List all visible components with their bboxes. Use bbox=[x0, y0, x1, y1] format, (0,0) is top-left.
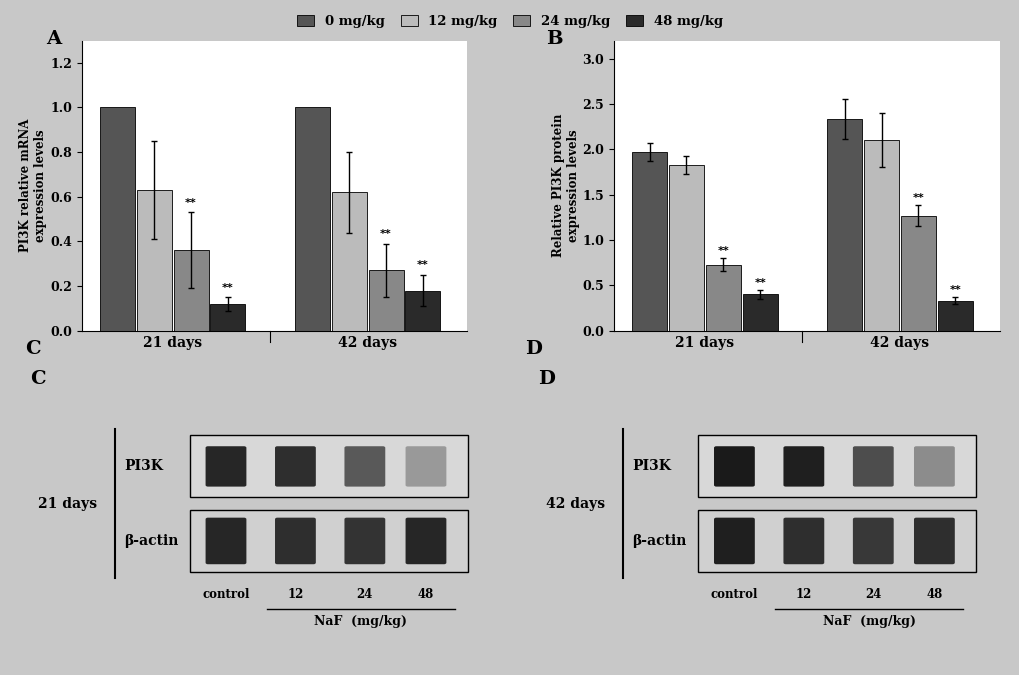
Text: A: A bbox=[46, 30, 61, 48]
FancyBboxPatch shape bbox=[783, 446, 823, 487]
Text: **: ** bbox=[222, 283, 233, 293]
Bar bbox=[100, 107, 135, 331]
FancyBboxPatch shape bbox=[913, 518, 954, 564]
Text: control: control bbox=[202, 587, 250, 601]
Y-axis label: Relative PI3K protein
expression levels: Relative PI3K protein expression levels bbox=[551, 114, 579, 257]
Bar bbox=[668, 165, 703, 331]
Bar bbox=[742, 294, 776, 331]
Text: PI3K: PI3K bbox=[632, 460, 671, 473]
Text: NaF  (mg/kg): NaF (mg/kg) bbox=[821, 616, 915, 628]
Bar bbox=[368, 271, 404, 331]
FancyBboxPatch shape bbox=[852, 518, 893, 564]
Bar bbox=[405, 290, 440, 331]
FancyBboxPatch shape bbox=[713, 518, 754, 564]
Bar bbox=[137, 190, 171, 331]
Text: 48: 48 bbox=[925, 587, 942, 601]
FancyBboxPatch shape bbox=[406, 518, 446, 564]
Text: 42 days: 42 days bbox=[546, 497, 605, 511]
Text: 21 days: 21 days bbox=[38, 497, 97, 511]
Text: 12: 12 bbox=[287, 587, 304, 601]
Bar bbox=[210, 304, 246, 331]
FancyBboxPatch shape bbox=[698, 435, 975, 497]
Text: 12: 12 bbox=[795, 587, 811, 601]
Text: B: B bbox=[545, 30, 561, 48]
Text: D: D bbox=[525, 340, 542, 358]
Text: C: C bbox=[30, 370, 46, 388]
Text: **: ** bbox=[716, 246, 729, 256]
Text: β-actin: β-actin bbox=[632, 534, 686, 548]
Text: **: ** bbox=[949, 286, 960, 296]
FancyBboxPatch shape bbox=[190, 510, 467, 572]
FancyBboxPatch shape bbox=[713, 446, 754, 487]
FancyBboxPatch shape bbox=[344, 518, 385, 564]
FancyBboxPatch shape bbox=[275, 518, 316, 564]
FancyBboxPatch shape bbox=[406, 446, 446, 487]
FancyBboxPatch shape bbox=[852, 446, 893, 487]
Bar bbox=[331, 192, 367, 331]
Text: **: ** bbox=[380, 230, 391, 239]
Text: 24: 24 bbox=[864, 587, 880, 601]
Bar bbox=[936, 301, 972, 331]
Text: **: ** bbox=[753, 278, 765, 288]
Text: control: control bbox=[710, 587, 757, 601]
Bar bbox=[294, 107, 329, 331]
FancyBboxPatch shape bbox=[698, 510, 975, 572]
Text: PI3K: PI3K bbox=[124, 460, 163, 473]
Bar bbox=[900, 215, 934, 331]
Text: 48: 48 bbox=[418, 587, 434, 601]
Bar bbox=[173, 250, 208, 331]
Bar bbox=[863, 140, 898, 331]
Text: C: C bbox=[25, 340, 41, 358]
FancyBboxPatch shape bbox=[190, 435, 467, 497]
FancyBboxPatch shape bbox=[206, 518, 247, 564]
Text: D: D bbox=[538, 370, 554, 388]
Text: **: ** bbox=[912, 193, 923, 203]
Text: **: ** bbox=[185, 198, 197, 208]
Bar bbox=[705, 265, 740, 331]
FancyBboxPatch shape bbox=[344, 446, 385, 487]
FancyBboxPatch shape bbox=[206, 446, 247, 487]
Y-axis label: PI3K relative mRNA
expression levels: PI3K relative mRNA expression levels bbox=[19, 119, 47, 252]
Text: **: ** bbox=[417, 261, 428, 271]
FancyBboxPatch shape bbox=[275, 446, 316, 487]
Bar bbox=[826, 119, 861, 331]
Text: NaF  (mg/kg): NaF (mg/kg) bbox=[314, 616, 407, 628]
Bar bbox=[632, 152, 666, 331]
Legend: 0 mg/kg, 12 mg/kg, 24 mg/kg, 48 mg/kg: 0 mg/kg, 12 mg/kg, 24 mg/kg, 48 mg/kg bbox=[291, 10, 728, 34]
Text: 24: 24 bbox=[357, 587, 373, 601]
FancyBboxPatch shape bbox=[783, 518, 823, 564]
FancyBboxPatch shape bbox=[913, 446, 954, 487]
Text: β-actin: β-actin bbox=[124, 534, 178, 548]
